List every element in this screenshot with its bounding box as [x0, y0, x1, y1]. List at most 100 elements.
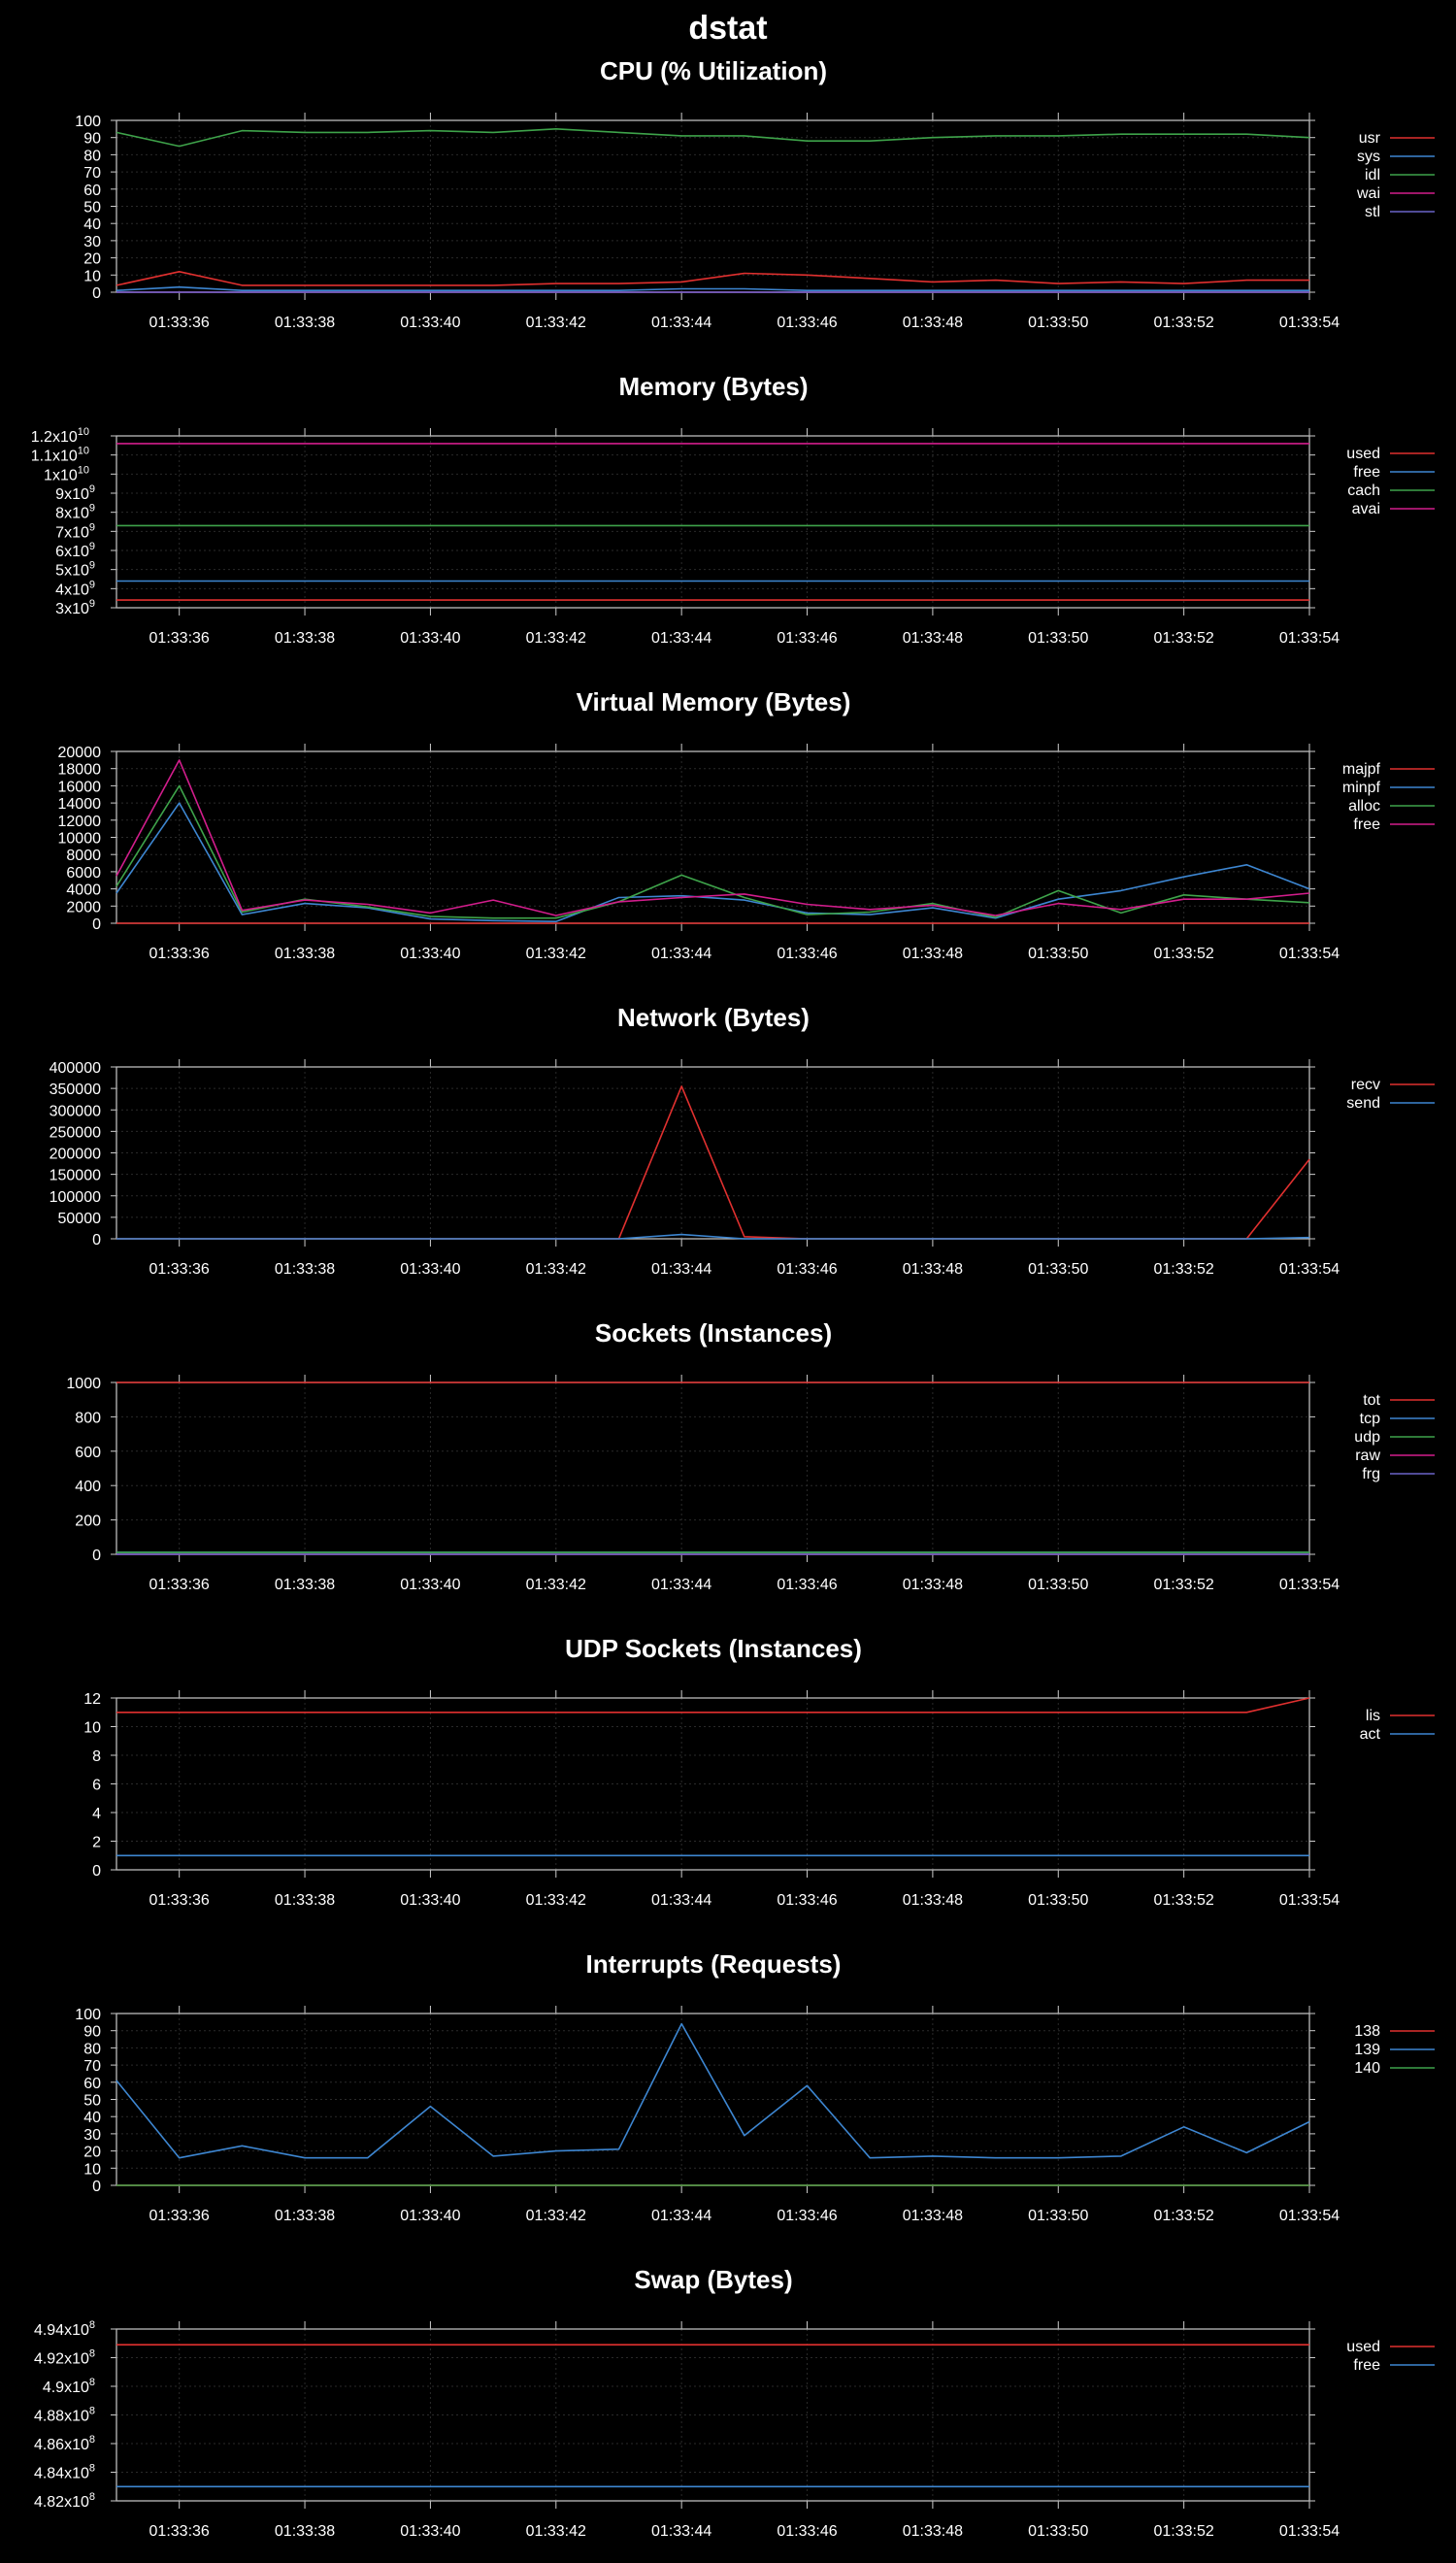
legend-label: free — [1353, 816, 1380, 833]
x-tick-label: 01:33:36 — [149, 1577, 210, 1593]
chart-panel: Sockets (Instances) 01:33:36 01:33:38 01:33… — [66, 1318, 1435, 1593]
y-tick-label: 8 — [92, 1748, 101, 1765]
y-tick-label: 4.94x108 — [34, 2319, 95, 2339]
x-tick-label: 01:33:46 — [777, 2208, 837, 2224]
y-tick-label: 800 — [75, 1410, 101, 1426]
legend-label: sys — [1357, 149, 1380, 165]
x-tick-label: 01:33:54 — [1279, 1892, 1340, 1909]
legend-label: udp — [1354, 1429, 1380, 1446]
y-tick-label: 4.84x108 — [34, 2463, 95, 2482]
x-tick-label: 01:33:44 — [651, 1261, 711, 1278]
y-tick-label: 80 — [83, 2041, 101, 2057]
x-tick-label: 01:33:52 — [1153, 315, 1213, 331]
y-tick-label: 1000 — [66, 1376, 101, 1392]
series-line-lis — [116, 1697, 1310, 1714]
y-tick-label: 0 — [92, 285, 101, 302]
y-tick-label: 0 — [92, 1232, 101, 1248]
y-tick-label: 50000 — [58, 1211, 102, 1227]
y-tick-label: 50 — [83, 200, 101, 216]
legend-label: used — [1346, 446, 1380, 462]
x-tick-label: 01:33:36 — [149, 2523, 210, 2540]
y-tick-label: 50 — [83, 2093, 101, 2110]
chart-title: Interrupts (Requests) — [586, 1949, 842, 1979]
x-tick-label: 01:33:54 — [1279, 2208, 1340, 2224]
plot-area — [116, 2329, 1309, 2501]
legend-label: majpf — [1342, 761, 1381, 778]
x-tick-label: 01:33:50 — [1028, 630, 1088, 647]
x-tick-label: 01:33:52 — [1153, 2208, 1213, 2224]
y-tick-label: 100 — [75, 114, 101, 130]
plot-area — [116, 436, 1309, 608]
series-line-sys — [116, 285, 1309, 292]
series-line-minpf — [116, 802, 1310, 923]
y-tick-label: 20000 — [58, 745, 102, 761]
legend-label: wai — [1356, 185, 1380, 202]
y-tick-label: 12000 — [58, 814, 102, 830]
x-tick-label: 01:33:54 — [1279, 315, 1340, 331]
x-tick-label: 01:33:44 — [651, 315, 711, 331]
charts-container: CPU (% Utilization) 01:33:36 01:33:38 01:33… — [31, 56, 1435, 2540]
x-tick-label: 01:33:42 — [526, 2523, 586, 2540]
y-tick-label: 4.92x108 — [34, 2348, 95, 2368]
y-tick-label: 2000 — [66, 899, 101, 915]
x-tick-label: 01:33:54 — [1279, 1261, 1340, 1278]
plot-frame — [116, 2328, 1310, 2502]
chart-title: Swap (Bytes) — [634, 2265, 792, 2294]
x-tick-label: 01:33:38 — [275, 1261, 335, 1278]
x-tick-label: 01:33:42 — [526, 1261, 586, 1278]
y-tick-label: 200 — [75, 1514, 101, 1530]
legend-label: avai — [1352, 501, 1380, 517]
plot-area — [116, 751, 1309, 923]
x-tick-label: 01:33:44 — [651, 2523, 711, 2540]
y-tick-label: 90 — [83, 2024, 101, 2041]
x-tick-label: 01:33:48 — [903, 315, 963, 331]
legend-label: stl — [1365, 204, 1380, 220]
y-tick-label: 2 — [92, 1835, 101, 1851]
x-tick-label: 01:33:48 — [903, 1261, 963, 1278]
y-tick-label: 90 — [83, 131, 101, 148]
x-tick-label: 01:33:48 — [903, 946, 963, 962]
page-title: dstat — [688, 10, 767, 47]
x-tick-label: 01:33:38 — [275, 2523, 335, 2540]
legend-label: tot — [1363, 1392, 1380, 1409]
y-tick-label: 4000 — [66, 882, 101, 899]
x-tick-label: 01:33:38 — [275, 1892, 335, 1909]
chart-panel: Interrupts (Requests) 01:33:36 01:33:38 01:… — [75, 1949, 1435, 2224]
y-tick-label: 10 — [83, 268, 101, 284]
x-tick-label: 01:33:42 — [526, 1892, 586, 1909]
y-tick-label: 5x109 — [55, 560, 95, 580]
series-line-idl — [116, 128, 1310, 148]
y-tick-label: 6 — [92, 1778, 101, 1794]
x-tick-label: 01:33:48 — [903, 2208, 963, 2224]
plot-area — [116, 2014, 1309, 2185]
x-tick-label: 01:33:40 — [400, 2523, 460, 2540]
x-tick-label: 01:33:50 — [1028, 1261, 1088, 1278]
legend-label: minpf — [1342, 780, 1381, 796]
x-tick-label: 01:33:54 — [1279, 1577, 1340, 1593]
y-tick-label: 10 — [83, 2161, 101, 2178]
x-tick-label: 01:33:48 — [903, 1892, 963, 1909]
plot-area — [116, 1382, 1309, 1554]
x-tick-label: 01:33:40 — [400, 630, 460, 647]
y-tick-label: 60 — [83, 183, 101, 199]
legend-label: free — [1353, 464, 1380, 481]
y-tick-label: 4x109 — [55, 579, 95, 598]
series-line-send — [116, 1233, 1310, 1240]
series-line-usr — [116, 270, 1309, 286]
y-tick-label: 18000 — [58, 762, 102, 779]
legend-label: recv — [1351, 1077, 1380, 1093]
legend-label: 140 — [1354, 2060, 1380, 2077]
plot-frame — [116, 1697, 1310, 1871]
legend-label: idl — [1365, 167, 1380, 183]
plot-frame — [116, 435, 1310, 609]
y-tick-label: 8000 — [66, 848, 101, 864]
x-tick-label: 01:33:52 — [1153, 630, 1213, 647]
y-tick-label: 3x109 — [55, 598, 95, 617]
y-tick-label: 8x109 — [55, 503, 95, 522]
legend-label: alloc — [1348, 798, 1380, 815]
y-tick-label: 6000 — [66, 865, 101, 882]
chart-title: CPU (% Utilization) — [600, 56, 827, 85]
y-tick-label: 12 — [83, 1691, 101, 1708]
chart-panel: CPU (% Utilization) 01:33:36 01:33:38 01:33… — [75, 56, 1435, 331]
